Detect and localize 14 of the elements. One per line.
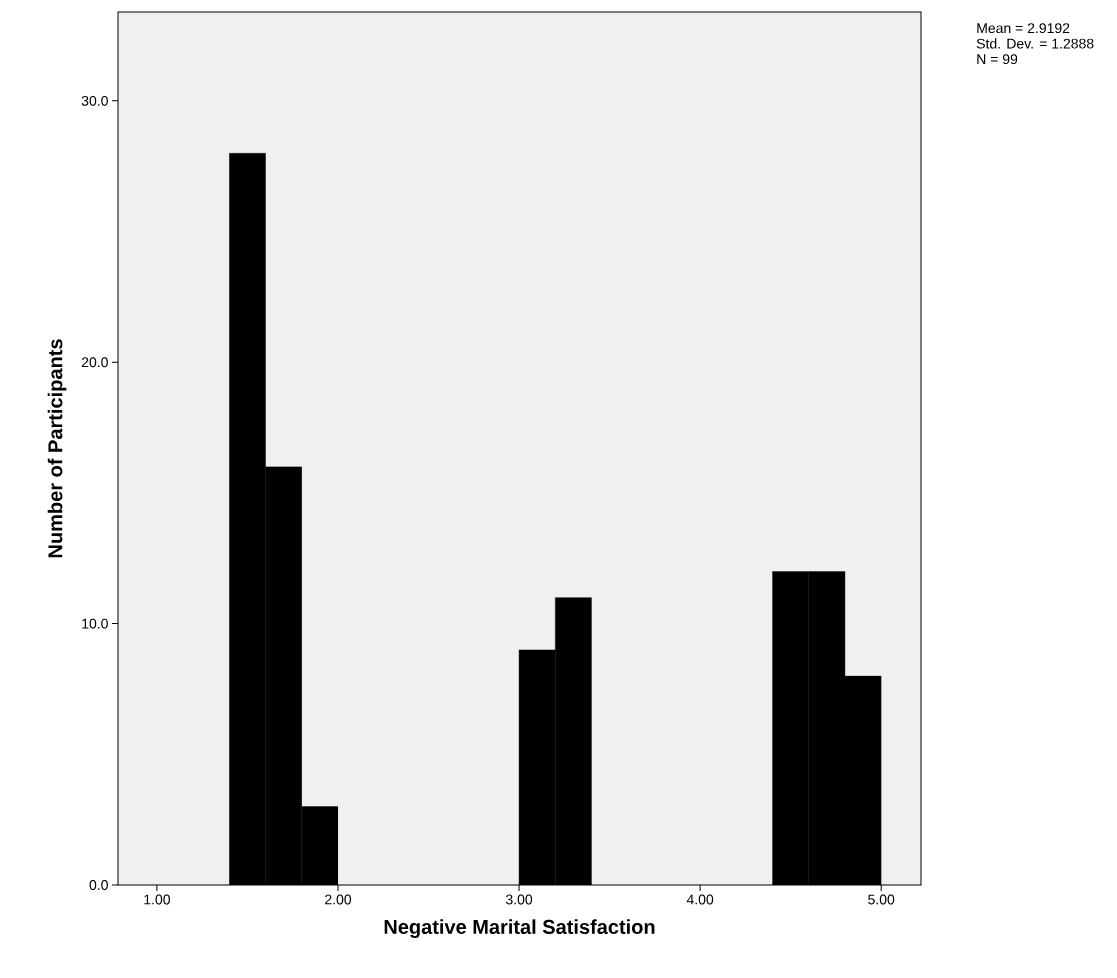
text: Std. Dev. = 1.2888	[976, 38, 1094, 49]
x-tick-label: 1.00	[144, 894, 171, 905]
y-tick-label: 0.0	[89, 880, 108, 890]
x-tick-label: 2.00	[325, 894, 352, 905]
x-tick-label: 4.00	[686, 894, 714, 905]
x-tick-label: 3.00	[505, 894, 533, 905]
text: N = 99	[977, 54, 1018, 65]
y-tick-label: 30.0	[81, 95, 108, 106]
text: Mean = 2.9192	[977, 23, 1070, 34]
y-tick-label: 10.0	[82, 618, 108, 629]
y-tick-label: 20.0	[81, 357, 108, 368]
y-axis-title: Number of Participants	[47, 339, 67, 558]
x-axis-title: Negative Marital Satisfaction	[384, 919, 655, 939]
x-tick-label: 5.00	[868, 894, 895, 905]
